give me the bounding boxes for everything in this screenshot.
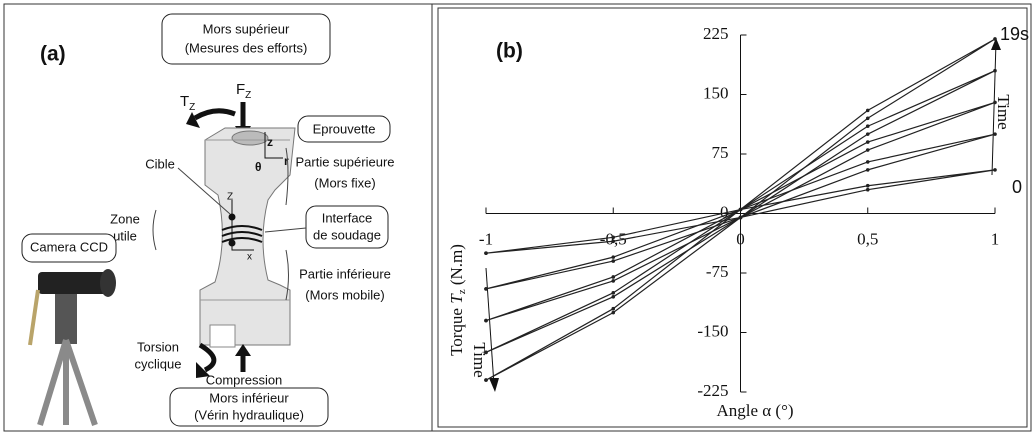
y-tick-label: -225 bbox=[697, 381, 728, 400]
bottom-grip-subtitle: (Vérin hydraulique) bbox=[194, 407, 304, 422]
loop-point bbox=[993, 168, 997, 172]
loop-point bbox=[993, 132, 997, 136]
top-grip-subtitle: (Mesures des efforts) bbox=[185, 40, 308, 55]
loop-point bbox=[484, 378, 488, 382]
torsion-line2: cyclique bbox=[135, 356, 182, 371]
y-tick-label: -75 bbox=[706, 262, 729, 281]
interface-line1: Interface bbox=[322, 210, 373, 225]
bottom-grip-title: Mors inférieur bbox=[209, 390, 289, 405]
figure: (a) Mors supérieur (Mesures des efforts)… bbox=[0, 0, 1035, 435]
loop-point bbox=[484, 351, 488, 355]
top-axis-theta: θ bbox=[255, 160, 262, 174]
specimen bbox=[200, 128, 295, 345]
loop-point bbox=[866, 117, 870, 121]
mid-axis-x: x bbox=[247, 252, 252, 263]
x-tick-label: 0,5 bbox=[857, 229, 878, 248]
loop-point bbox=[993, 101, 997, 105]
mid-axis-z: Z bbox=[227, 192, 233, 203]
torque-arrow bbox=[195, 111, 235, 118]
loop-point bbox=[484, 319, 488, 323]
loop-point bbox=[611, 255, 615, 259]
loop-point bbox=[866, 132, 870, 136]
zone-line1: Zone bbox=[110, 211, 140, 226]
loop-point bbox=[866, 124, 870, 128]
loop-point bbox=[611, 295, 615, 299]
time-arrowhead bbox=[489, 378, 499, 392]
specimen-label: Eprouvette bbox=[313, 121, 376, 136]
compression-arrowhead bbox=[235, 344, 251, 356]
lower-part-subtitle: (Mors mobile) bbox=[305, 287, 384, 302]
loop-point bbox=[866, 109, 870, 113]
loop-point bbox=[866, 160, 870, 164]
torsion-line1: Torsion bbox=[137, 339, 179, 354]
y-tick-label: 225 bbox=[703, 24, 729, 43]
camera-body bbox=[38, 272, 108, 294]
loop-point bbox=[866, 184, 870, 188]
lower-part-title: Partie inférieure bbox=[299, 266, 391, 281]
tripod-legs bbox=[40, 340, 95, 425]
zone-line2: utile bbox=[113, 228, 137, 243]
loop-point bbox=[611, 291, 615, 295]
loop-point bbox=[739, 216, 743, 220]
tripod-head bbox=[55, 294, 77, 344]
interface-line2: de soudage bbox=[313, 227, 381, 242]
x-axis-label: Angle α (°) bbox=[716, 401, 793, 420]
loop-point bbox=[611, 236, 615, 240]
loop-point bbox=[484, 251, 488, 255]
top-axis-z: z bbox=[267, 135, 273, 149]
time-annotation: Time bbox=[470, 342, 489, 377]
top-grip-title: Mors supérieur bbox=[203, 21, 290, 36]
panel-label: (b) bbox=[496, 40, 523, 63]
loop-point bbox=[611, 307, 615, 311]
loop-point bbox=[611, 239, 615, 243]
zone-brace bbox=[153, 210, 156, 250]
x-tick-label: 1 bbox=[991, 229, 1000, 248]
loop-point bbox=[993, 37, 997, 41]
y-tick-label: 75 bbox=[712, 143, 729, 162]
loop-point bbox=[484, 287, 488, 291]
specimen-notch bbox=[210, 325, 235, 347]
camera-lens bbox=[100, 269, 116, 297]
loop-point bbox=[866, 168, 870, 172]
target-label: Cible bbox=[145, 156, 175, 171]
compression-label: Compression bbox=[206, 372, 283, 387]
loop-point bbox=[866, 148, 870, 152]
force-symbol: FZ bbox=[236, 81, 251, 101]
loop-point bbox=[611, 259, 615, 263]
time-annotation: Time bbox=[994, 94, 1013, 129]
interface-leader bbox=[265, 228, 306, 232]
loop-point bbox=[611, 311, 615, 315]
x-tick-label: -1 bbox=[479, 229, 493, 248]
loop-point bbox=[866, 140, 870, 144]
start-annotation: 0 bbox=[1012, 177, 1022, 197]
y-axis-label: Torque Tz (N.m) bbox=[447, 244, 470, 356]
loop-point bbox=[739, 208, 743, 212]
upper-part-title: Partie supérieure bbox=[296, 154, 395, 169]
specimen-bore bbox=[232, 131, 268, 145]
torsion-arrow bbox=[200, 345, 214, 370]
camera-label: Camera CCD bbox=[30, 239, 108, 254]
loop-point bbox=[866, 188, 870, 192]
x-tick-label: 0 bbox=[736, 229, 745, 248]
y-tick-label: -150 bbox=[697, 321, 728, 340]
upper-part-subtitle: (Mors fixe) bbox=[314, 175, 375, 190]
end-annotation: 19s bbox=[1000, 24, 1029, 44]
panel-label: (a) bbox=[40, 43, 66, 66]
torque-symbol: TZ bbox=[180, 93, 195, 113]
camera-handle bbox=[30, 290, 38, 345]
loop-point bbox=[993, 69, 997, 73]
loop-point bbox=[611, 275, 615, 279]
loop-point bbox=[611, 279, 615, 283]
y-tick-label: 150 bbox=[703, 83, 729, 102]
